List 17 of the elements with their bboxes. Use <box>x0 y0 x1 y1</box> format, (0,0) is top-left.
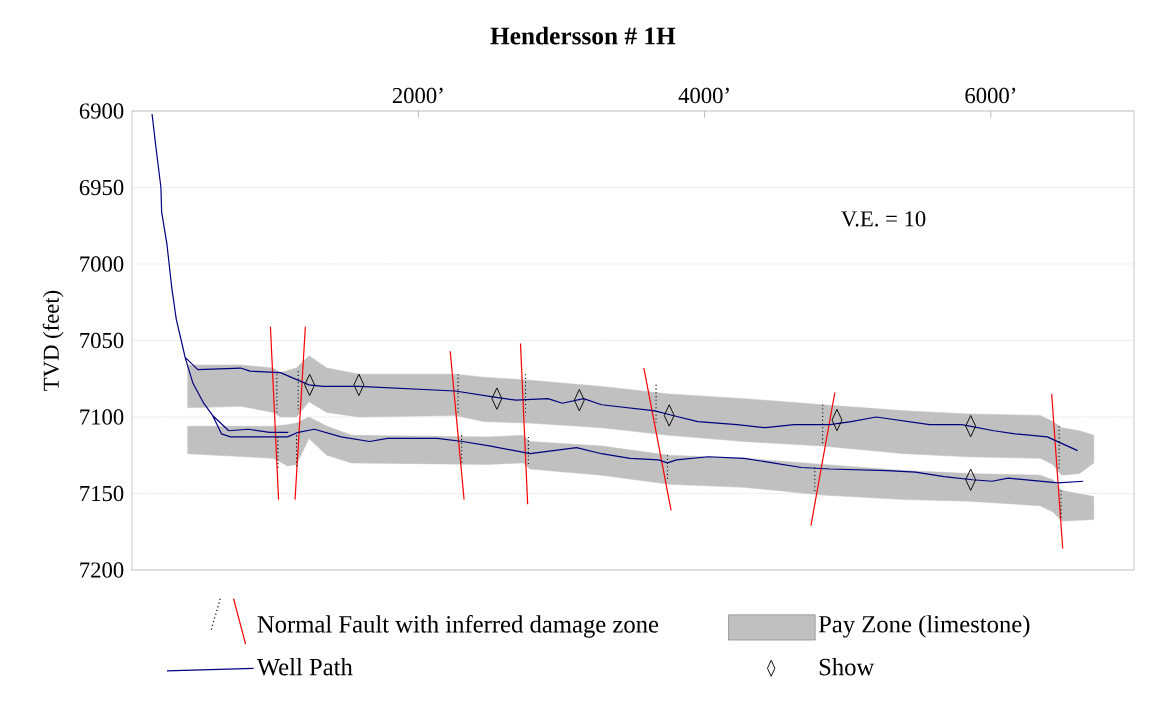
y-tick-label: 6950 <box>79 179 124 196</box>
legend-label: Pay Zone (limestone) <box>818 615 1030 638</box>
annotation: V.E. = 10 <box>841 211 926 227</box>
y-tick-label: 7050 <box>80 332 124 349</box>
y-tick-label: 7100 <box>80 409 124 425</box>
y-tick-label: 7150 <box>80 485 124 502</box>
x-tick-label: 4000’ <box>678 87 729 104</box>
legend-label: Well Path <box>256 658 353 676</box>
legend-label: Show <box>819 658 875 676</box>
legend-label: Normal Fault with inferred damage zone <box>257 615 659 638</box>
y-axis-title: TVD (feet) <box>42 290 64 391</box>
x-tick-label: 2000’ <box>392 87 443 104</box>
y-tick-label: 6900 <box>79 103 124 119</box>
y-tick-label: 7200 <box>80 562 124 578</box>
chart-title: Hendersson # 1H <box>490 26 676 45</box>
x-tick-label: 6000’ <box>965 87 1016 104</box>
y-tick-label: 7000 <box>80 256 124 272</box>
